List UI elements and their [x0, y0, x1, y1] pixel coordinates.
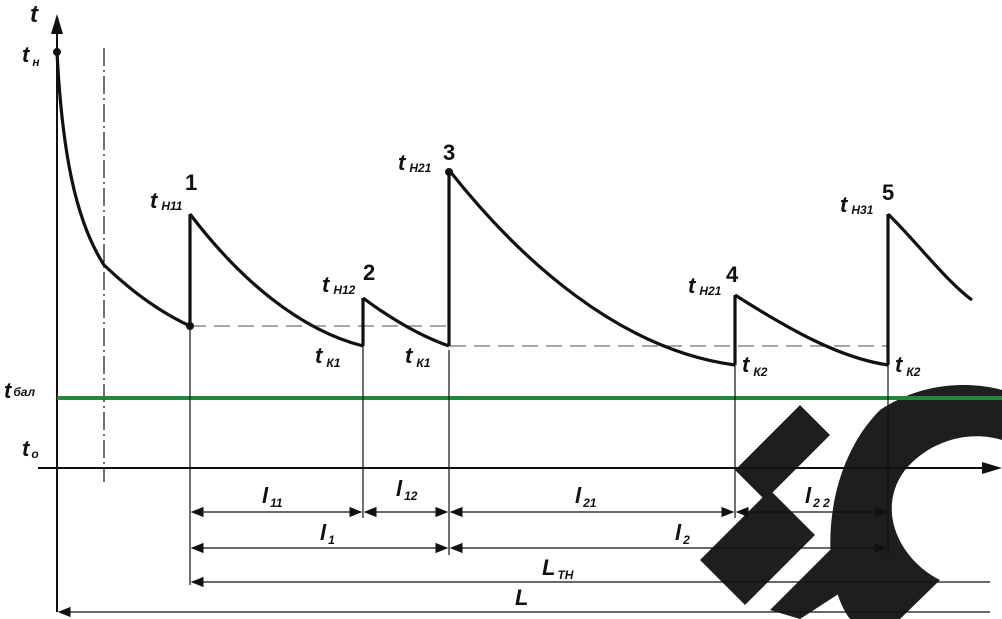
point-2-label: 2: [363, 260, 375, 285]
x-axis-arrow: [982, 462, 1002, 474]
label-t-n11: t Н11: [150, 188, 183, 213]
dim-l11-label: l 11: [262, 483, 283, 510]
y-axis-label: t: [30, 1, 39, 28]
label-t-k1-b: t К1: [405, 343, 431, 370]
watermark-c: [830, 385, 1002, 619]
point-1-label: 1: [185, 170, 197, 195]
watermark: [700, 385, 1002, 619]
label-t-bal: t бал: [4, 378, 36, 403]
dimension-verticals: [189, 326, 889, 585]
point-3-label: 3: [443, 140, 455, 165]
dim-L-label: L: [515, 585, 528, 610]
y-axis-arrow: [51, 14, 63, 34]
label-t-k2-a: t К2: [742, 352, 768, 379]
curve-segment-5: [886, 212, 973, 302]
point-5-label: 5: [882, 180, 894, 205]
curve-segment-2: [362, 296, 450, 348]
label-t-n31: t Н31: [840, 192, 874, 217]
label-t-n12: t Н12: [322, 272, 356, 297]
point-4-label: 4: [726, 262, 739, 287]
dim-LTH-label: L TH: [542, 555, 574, 582]
label-t-n21-top: t Н21: [398, 150, 432, 175]
dim-l12-label: l 12: [396, 476, 418, 503]
label-t-k2-b: t К2: [895, 352, 921, 379]
curve-segment-4: [734, 293, 889, 367]
point-start-dot: [53, 48, 61, 56]
curve-segment-1: [188, 213, 364, 348]
watermark-t-bar: [735, 405, 830, 500]
temperature-curve: [55, 51, 973, 367]
point-1-base-dot: [186, 322, 194, 330]
label-t-k1-a: t К1: [315, 343, 341, 370]
curve-segment-3: [447, 169, 736, 367]
dim-l21-label: l 21: [575, 483, 597, 510]
label-t-n21-4: t Н21: [688, 273, 722, 298]
point-3-dot: [445, 168, 453, 176]
curve-initial: [55, 51, 191, 328]
